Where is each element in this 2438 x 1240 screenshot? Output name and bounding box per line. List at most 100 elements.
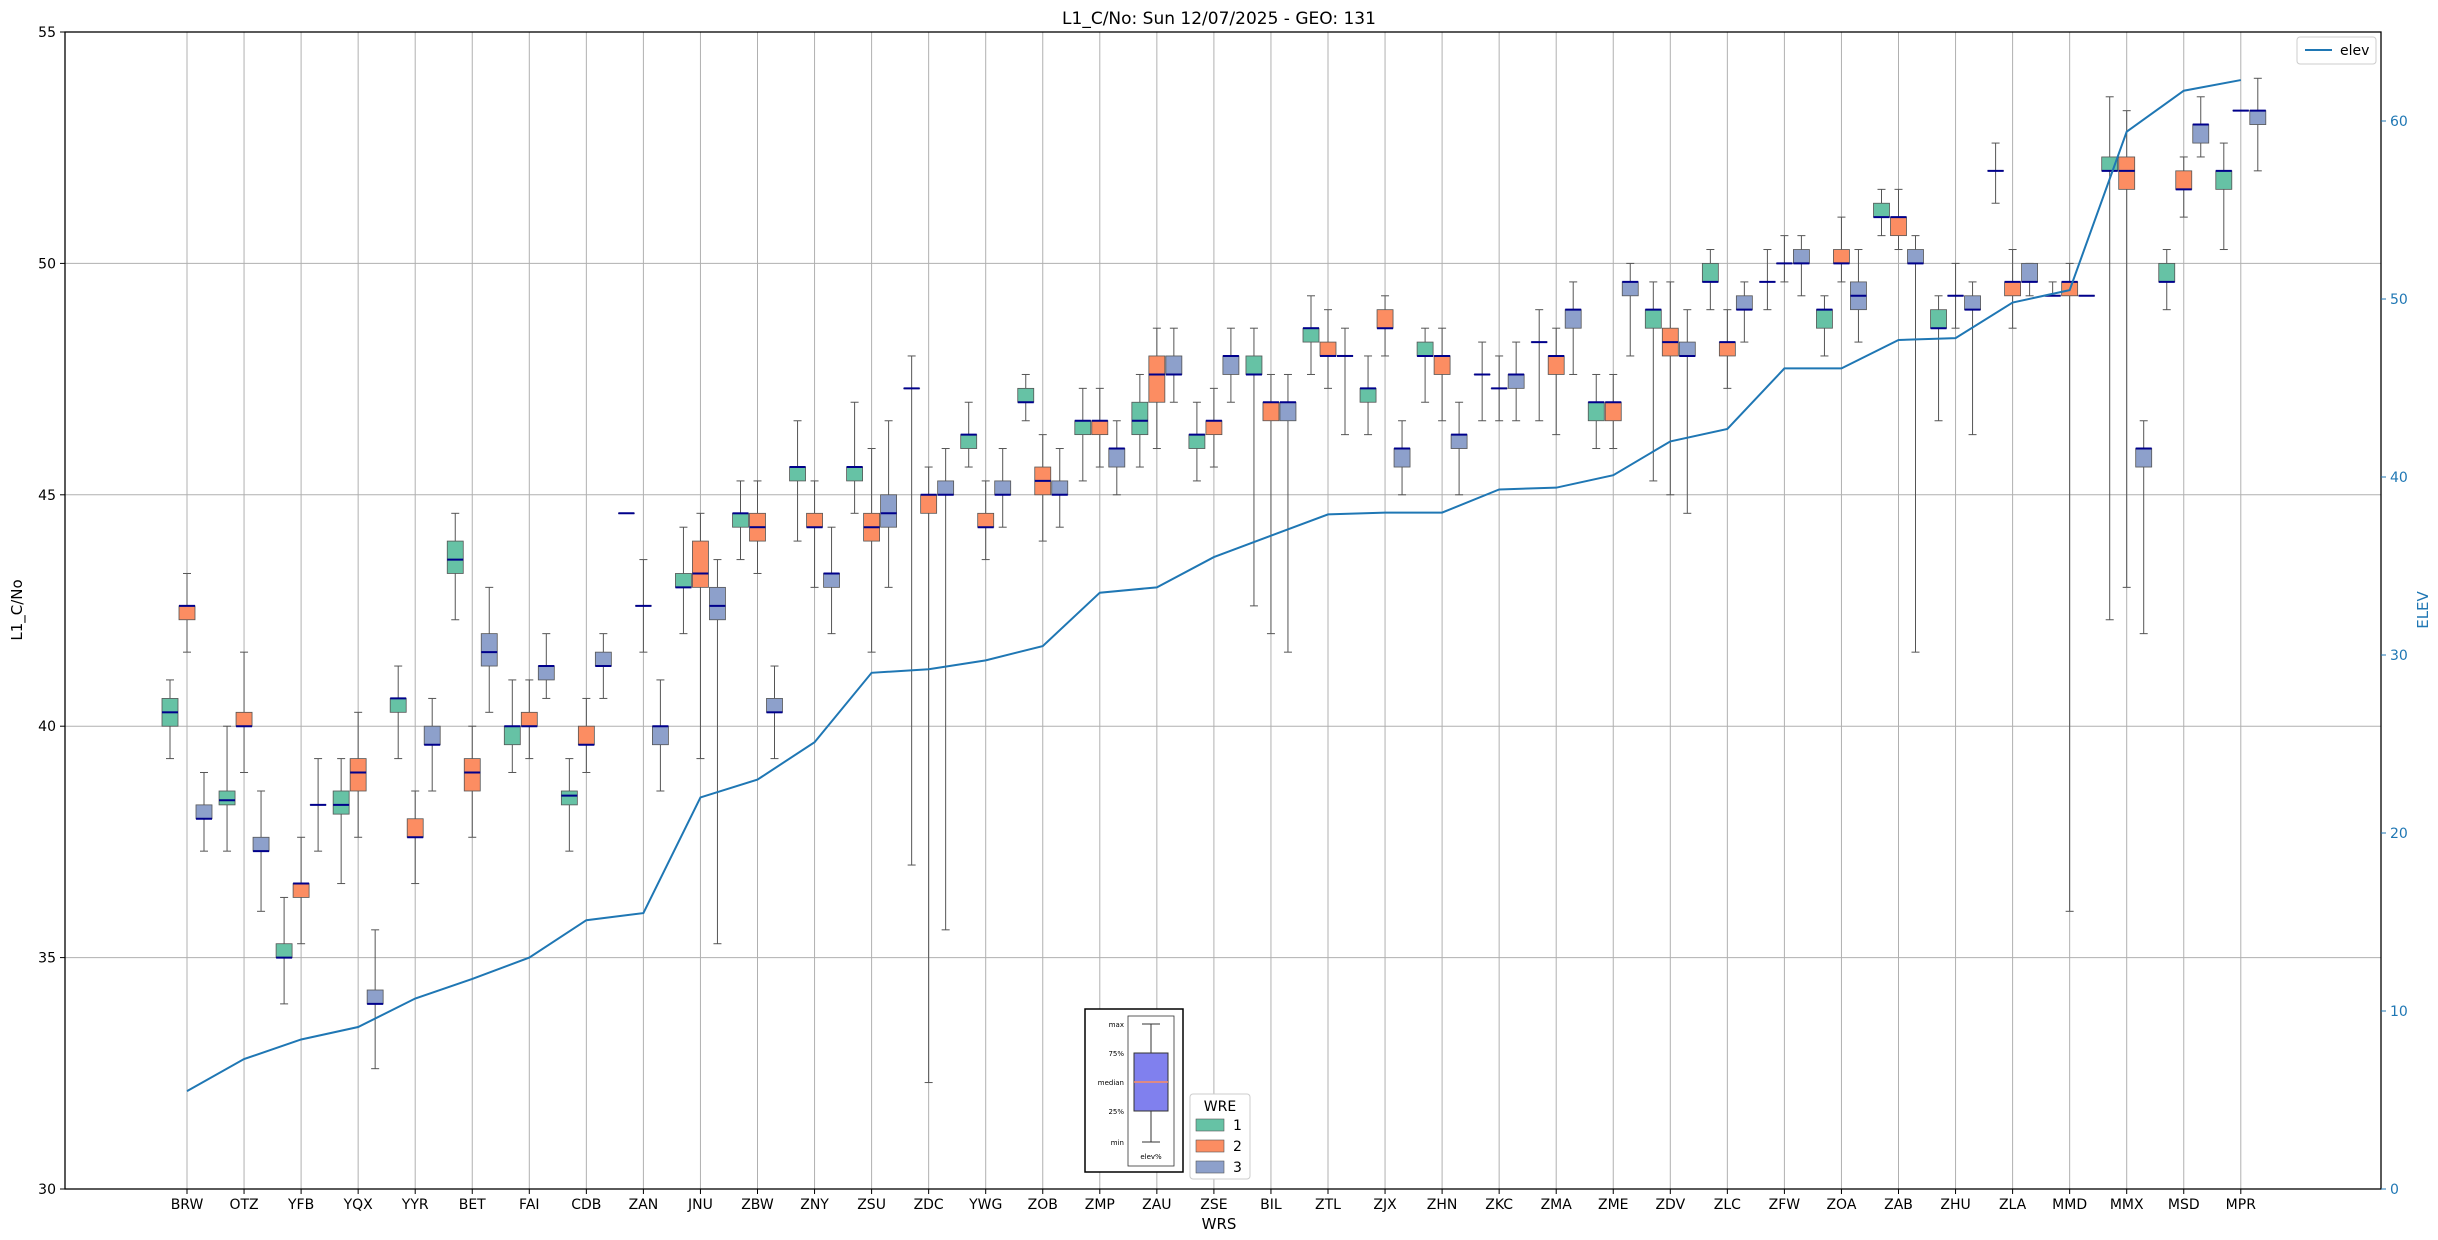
box-wre1-zse	[1188, 401, 1206, 482]
box-body	[480, 633, 498, 667]
box-wre3-zlc	[1735, 281, 1753, 343]
x-tick-label-zau: ZAU	[1142, 1197, 1171, 1213]
box-body	[2135, 448, 2153, 468]
x-tick-label-zsu: ZSU	[857, 1197, 886, 1213]
box-body	[1964, 295, 1981, 311]
box-body	[1302, 327, 1320, 343]
box-body	[675, 573, 692, 588]
x-tick-label-zab: ZAB	[1884, 1197, 1913, 1213]
inset-label-elev: elev%	[1140, 1153, 1162, 1161]
box-wre3-mmx	[2135, 420, 2153, 635]
box-wre3-zob	[1051, 448, 1069, 528]
x-tick-label-zma: ZMA	[1541, 1197, 1573, 1213]
box-body	[2215, 170, 2233, 190]
box-wre1-zdv	[1644, 281, 1662, 482]
box-wre3-otz	[252, 790, 270, 912]
box-wre1-otz	[218, 725, 236, 852]
box-wre3-zme	[1621, 262, 1639, 357]
box-wre1-yqx	[332, 758, 350, 885]
box-wre2-yyr	[406, 790, 424, 885]
box-wre2-zhu	[1947, 262, 1964, 329]
box-wre3-zma	[1564, 281, 1582, 375]
y-tick-label: 40	[38, 719, 56, 735]
x-axis-label: WRS	[1202, 1215, 1237, 1233]
box-wre1-yfb	[275, 896, 293, 1005]
box-wre2-ywg	[977, 480, 995, 561]
x-tick-label-zhu: ZHU	[1940, 1197, 1970, 1213]
box-wre2-zkc	[1490, 355, 1508, 422]
x-tick-label-msd: MSD	[2168, 1197, 2200, 1213]
wre-legend-swatch-2	[1195, 1139, 1225, 1153]
box-body	[1930, 309, 1947, 329]
x-tick-label-zlc: ZLC	[1714, 1197, 1741, 1213]
x-tick-label-zmp: ZMP	[1085, 1197, 1115, 1213]
box-body	[2158, 262, 2176, 283]
wre-legend-label-1: 1	[1233, 1118, 1242, 1134]
box-wre3-zab	[1907, 235, 1924, 653]
box-body	[349, 758, 367, 792]
box-wre2-zse	[1205, 387, 1223, 468]
box-body	[937, 480, 955, 496]
box-wre3-zfw	[1793, 235, 1810, 297]
box-wre1-bil	[1245, 327, 1263, 607]
box-body	[1017, 387, 1035, 403]
box-body	[1433, 355, 1451, 375]
box-wre1-zla	[1987, 142, 2004, 204]
box-wre1-zau	[1131, 373, 1149, 468]
box-wre2-msd	[2175, 156, 2193, 218]
box-wre3-zmp	[1108, 420, 1126, 496]
box-body	[789, 466, 806, 482]
box-wre3-jnu	[709, 559, 726, 945]
x-tick-label-bil: BIL	[1260, 1197, 1282, 1213]
box-body	[389, 698, 407, 713]
x-tick-label-yfb: YFB	[287, 1197, 314, 1213]
box-wre1-zhu	[1930, 295, 1947, 422]
box-body	[846, 466, 863, 482]
inset-label-q1: 25%	[1108, 1108, 1124, 1116]
box-body	[1907, 249, 1924, 264]
box-wre1-msd	[2158, 249, 2176, 311]
box-wre2-mmx	[2118, 110, 2136, 588]
box-wre3-zhn	[1450, 401, 1468, 496]
box-body	[880, 494, 897, 528]
y-tick-label: 55	[38, 25, 56, 41]
box-wre2-zme	[1604, 373, 1622, 450]
box-body	[252, 836, 270, 852]
box-body	[446, 540, 464, 574]
box-body	[195, 804, 213, 820]
box-wre2-zma	[1547, 327, 1565, 436]
box-body	[1450, 434, 1468, 449]
box-body	[1131, 401, 1149, 436]
box-body	[960, 434, 978, 449]
box-wre1-mpr	[2215, 142, 2233, 251]
box-body	[1793, 249, 1810, 264]
y-axis-label: L1_C/No	[8, 579, 27, 640]
box-body	[806, 512, 823, 528]
box-wre3-zla	[2021, 262, 2038, 297]
box-wre1-zdc	[903, 355, 921, 866]
box-body	[1165, 355, 1183, 375]
x-tick-label-zjx: ZJX	[1373, 1197, 1397, 1213]
box-wre1-zoa	[1816, 295, 1833, 357]
box-wre2-zab	[1890, 188, 1907, 251]
box-wre2-zmp	[1091, 387, 1109, 468]
box-body	[2192, 124, 2210, 144]
box-body	[1833, 249, 1850, 264]
box-wre2-zoa	[1833, 216, 1850, 283]
box-body	[275, 943, 293, 959]
box-wre1-zhn	[1416, 327, 1434, 403]
box-wre2-jnu	[692, 512, 709, 760]
y-tick-label: 45	[38, 488, 56, 504]
box-body	[1108, 448, 1126, 468]
box-wre1-zab	[1873, 188, 1890, 237]
box-body	[652, 725, 669, 746]
box-body	[463, 758, 481, 792]
x-tick-label-zoa: ZOA	[1826, 1197, 1856, 1213]
box-wre2-yqx	[349, 711, 367, 838]
box-body	[1644, 309, 1662, 329]
box-wre3-zsu	[880, 420, 897, 588]
box-wre1-brw	[161, 679, 179, 760]
box-body	[2249, 110, 2267, 125]
box-wre2-zau	[1148, 327, 1166, 450]
